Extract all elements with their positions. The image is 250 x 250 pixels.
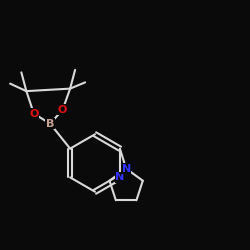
Text: O: O bbox=[58, 105, 67, 115]
Text: B: B bbox=[46, 119, 54, 129]
Text: O: O bbox=[29, 108, 38, 119]
Text: N: N bbox=[122, 164, 131, 174]
Text: N: N bbox=[115, 172, 124, 182]
